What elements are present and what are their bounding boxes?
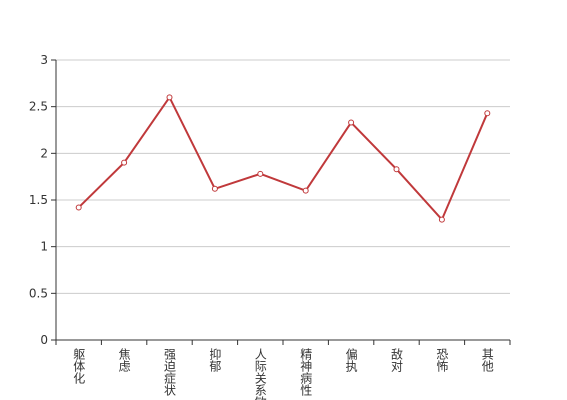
y-tick-label: 1.5: [29, 193, 48, 207]
x-tick-label: 强迫症状: [163, 348, 177, 396]
point: [257, 170, 264, 177]
point: [348, 119, 355, 126]
y-tick-label: 0.5: [29, 286, 48, 300]
x-tick-label: 精神病性: [299, 348, 313, 397]
x-tick-label: 偏执: [344, 347, 358, 373]
point: [302, 187, 309, 194]
x-tick-label: 敌对: [390, 347, 404, 372]
point: [393, 166, 400, 173]
point: [484, 110, 491, 117]
point: [211, 185, 218, 192]
point: [166, 94, 173, 101]
y-tick-label: 2: [40, 146, 48, 160]
y-tick-label: 0: [40, 333, 48, 347]
x-tick-label: 其他: [480, 348, 494, 372]
point: [121, 159, 128, 166]
x-tick-label: 人际关系敏感: [253, 348, 267, 400]
y-tick-label: 2.5: [29, 100, 48, 114]
y-tick-label: 1: [40, 240, 48, 254]
x-tick-label: 焦虑: [117, 348, 131, 372]
x-tick-label: 恐怖: [435, 348, 449, 372]
line: [77, 95, 489, 222]
x-tick-label: 抑郁: [208, 347, 222, 373]
point: [438, 216, 445, 223]
x-tick-label: 躯体化: [72, 347, 86, 385]
point: [75, 204, 82, 211]
y-tick-label: 3: [40, 53, 48, 67]
